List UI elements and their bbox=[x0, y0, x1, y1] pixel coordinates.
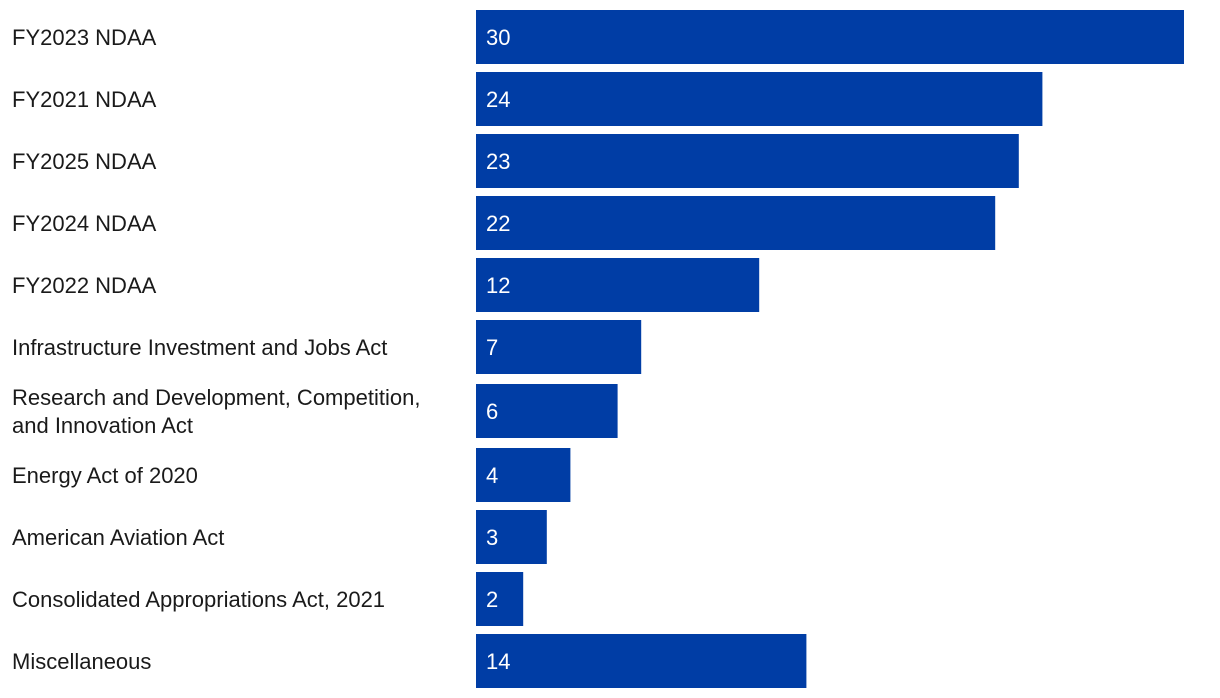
category-label-research-and-development-competition-and-innovation-act: Research and Development, Competition, an… bbox=[12, 385, 420, 438]
bar-fy2025-ndaa bbox=[476, 134, 1019, 188]
value-label-fy2021-ndaa: 24 bbox=[486, 87, 510, 112]
value-label-energy-act-of-2020: 4 bbox=[486, 463, 498, 488]
bar-consolidated-appropriations-act-2021 bbox=[476, 572, 524, 626]
bar-fy2022-ndaa bbox=[476, 258, 760, 312]
category-labels: FY2023 NDAA FY2021 NDAA FY2025 NDAA FY2024 … bbox=[12, 25, 420, 674]
value-label-fy2025-ndaa: 23 bbox=[486, 149, 510, 174]
category-label-miscellaneous: Miscellaneous bbox=[12, 649, 151, 674]
bars: 30 24 23 22 12 7 6 4 3 2 14 bbox=[476, 10, 1184, 688]
category-label-fy2022-ndaa: FY2022 NDAA bbox=[12, 273, 157, 298]
bar-infrastructure-investment-and-jobs-act bbox=[476, 320, 642, 374]
category-label-fy2025-ndaa: FY2025 NDAA bbox=[12, 149, 157, 174]
bar-fy2023-ndaa bbox=[476, 10, 1184, 64]
value-label-consolidated-appropriations-act-2021: 2 bbox=[486, 587, 498, 612]
category-label-energy-act-of-2020: Energy Act of 2020 bbox=[12, 463, 198, 488]
category-label-american-aviation-act: American Aviation Act bbox=[12, 525, 224, 550]
value-label-fy2023-ndaa: 30 bbox=[486, 25, 510, 50]
category-label-fy2021-ndaa: FY2021 NDAA bbox=[12, 87, 157, 112]
bar-miscellaneous bbox=[476, 634, 807, 688]
value-label-american-aviation-act: 3 bbox=[486, 525, 498, 550]
category-label-infrastructure-investment-and-jobs-act: Infrastructure Investment and Jobs Act bbox=[12, 335, 387, 360]
value-label-research-and-development-competition-and-innovation-act: 6 bbox=[486, 399, 498, 424]
bar-energy-act-of-2020 bbox=[476, 448, 571, 502]
bar-fy2024-ndaa bbox=[476, 196, 996, 250]
value-label-fy2024-ndaa: 22 bbox=[486, 211, 510, 236]
bar-fy2021-ndaa bbox=[476, 72, 1043, 126]
value-label-miscellaneous: 14 bbox=[486, 649, 510, 674]
category-label-consolidated-appropriations-act-2021: Consolidated Appropriations Act, 2021 bbox=[12, 587, 385, 612]
value-label-infrastructure-investment-and-jobs-act: 7 bbox=[486, 335, 498, 360]
category-label-fy2024-ndaa: FY2024 NDAA bbox=[12, 211, 157, 236]
value-label-fy2022-ndaa: 12 bbox=[486, 273, 510, 298]
category-label-fy2023-ndaa: FY2023 NDAA bbox=[12, 25, 157, 50]
bar-research-and-development-competition-and-innovation-act bbox=[476, 384, 618, 438]
bar-american-aviation-act bbox=[476, 510, 547, 564]
